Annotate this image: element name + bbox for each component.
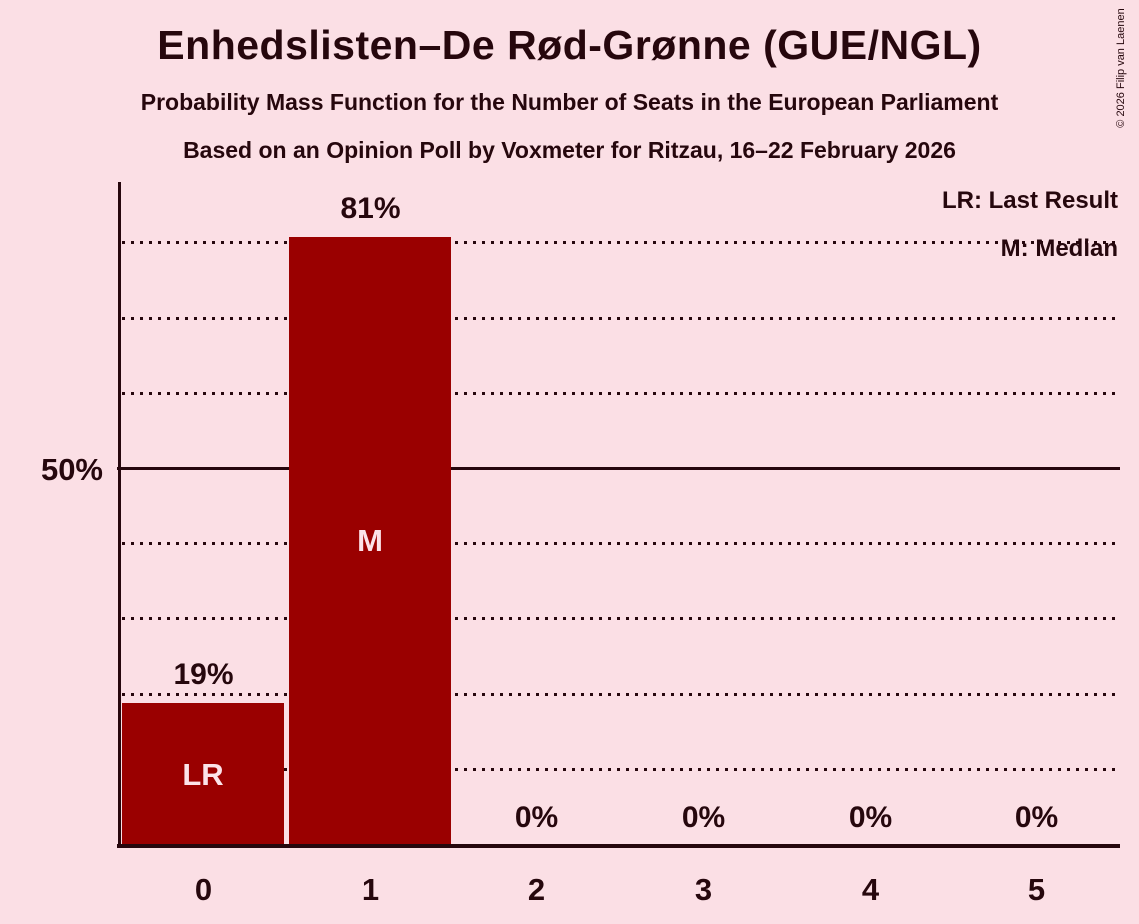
x-tick-label-3: 3 <box>694 872 713 907</box>
value-label-seat-2: 0% <box>514 801 559 834</box>
value-label-seat-3: 0% <box>681 801 726 834</box>
bar-seat-0: LR <box>122 703 284 846</box>
chart-subtitle-poll: Based on an Opinion Poll by Voxmeter for… <box>183 137 956 163</box>
x-tick-label-0: 0 <box>194 872 213 907</box>
gridline-20-dotted <box>122 692 1120 696</box>
value-label-seat-4: 0% <box>848 801 893 834</box>
chart-subtitle-function: Probability Mass Function for the Number… <box>140 89 999 115</box>
value-label-seat-1: 81% <box>340 191 401 225</box>
gridline-10-dotted <box>122 767 1120 771</box>
gridline-30-dotted <box>122 617 1120 621</box>
bar-annotation-last-result: LR <box>182 756 224 792</box>
x-axis-line <box>117 844 1120 848</box>
gridline-50-solid <box>117 467 1120 470</box>
legend-median: M: Median <box>1000 235 1118 262</box>
gridline-70-dotted <box>122 316 1120 320</box>
x-tick-label-2: 2 <box>527 872 546 907</box>
legend-last-result: LR: Last Result <box>941 187 1118 214</box>
y-tick-label-50: 50% <box>40 452 103 487</box>
bar-seat-1: M <box>289 236 451 846</box>
x-tick-label-1: 1 <box>361 872 380 907</box>
gridline-80-dotted <box>122 241 1120 245</box>
bar-annotation-median: M <box>357 523 383 559</box>
page-title: Enhedslisten–De Rød-Grønne (GUE/NGL) <box>157 22 982 68</box>
gridline-60-dotted <box>122 391 1120 395</box>
x-tick-label-5: 5 <box>1027 872 1046 907</box>
value-label-seat-5: 0% <box>1014 801 1059 834</box>
x-tick-label-4: 4 <box>861 872 880 907</box>
value-label-seat-0: 19% <box>173 658 234 692</box>
y-axis-line <box>118 182 121 848</box>
gridline-40-dotted <box>122 542 1120 546</box>
